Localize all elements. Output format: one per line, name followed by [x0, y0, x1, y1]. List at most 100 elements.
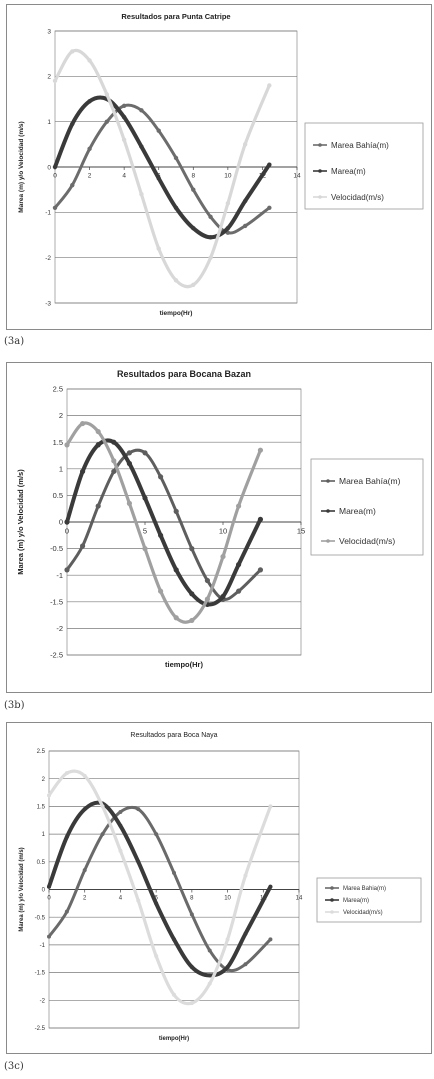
data-point	[82, 807, 87, 812]
data-point	[189, 591, 195, 597]
data-point	[220, 593, 226, 600]
data-point	[118, 809, 123, 814]
data-point	[225, 201, 231, 206]
y-tick-label: 1.5	[37, 805, 46, 811]
data-point	[95, 503, 101, 509]
x-tick-label: 14	[293, 173, 301, 180]
data-point	[207, 948, 212, 953]
data-point	[267, 162, 272, 167]
data-point	[172, 992, 176, 997]
data-point	[173, 567, 179, 573]
data-point	[139, 144, 144, 149]
chart-panel-3b: 2.5 2 1.5 1 0.5 0 -0.5 -1 -1.5 -2 -2.5 0 5 10 15 Result…	[6, 362, 432, 693]
data-point	[87, 146, 92, 152]
data-point	[142, 495, 148, 501]
x-tick-label: 5	[143, 527, 147, 536]
chart-title: Resultados para Boca Naya	[130, 732, 217, 739]
data-point	[47, 934, 51, 939]
data-point	[52, 205, 58, 210]
data-point	[100, 804, 105, 809]
y-axis-label: Marea (m) y/o Velocidad (m/s)	[18, 121, 25, 212]
y-tick-label: -1	[40, 943, 46, 949]
data-point	[52, 78, 58, 84]
data-point	[111, 468, 117, 475]
series-2	[47, 800, 273, 978]
data-point	[87, 58, 92, 63]
series-3	[64, 420, 264, 624]
data-point	[111, 458, 117, 464]
y-axis-label: Marea (m) y/o Velocidad (m/s)	[16, 469, 25, 575]
data-point	[242, 223, 248, 229]
y-tick-label: 2	[47, 74, 51, 81]
data-point	[64, 442, 70, 448]
data-point	[104, 119, 110, 124]
data-point	[191, 226, 196, 231]
data-point	[267, 205, 272, 210]
data-point	[111, 439, 117, 445]
data-point	[204, 577, 210, 584]
data-point	[95, 428, 101, 435]
data-point	[268, 884, 273, 889]
caption-3a: (3a)	[4, 336, 25, 347]
y-tick-label: -2	[40, 998, 46, 1004]
y-tick-label: -2.5	[50, 651, 63, 660]
chart-title: Resultados para Bocana Bazan	[117, 369, 251, 379]
legend-marker	[330, 898, 334, 902]
data-point	[158, 532, 164, 538]
data-point	[189, 912, 194, 917]
data-point	[268, 804, 273, 809]
series-3	[47, 769, 273, 1006]
y-tick-label: 0	[47, 164, 51, 171]
legend-box	[304, 122, 424, 210]
x-tick-label: 2	[88, 173, 92, 180]
data-point	[82, 868, 87, 873]
x-tick-label: 10	[224, 173, 232, 180]
data-point	[257, 447, 264, 453]
data-point	[154, 832, 159, 837]
data-point	[64, 771, 69, 776]
data-point	[191, 282, 196, 288]
data-point	[82, 773, 87, 778]
data-point	[136, 807, 141, 812]
y-tick-label: -3	[45, 300, 51, 307]
data-point	[142, 546, 148, 552]
data-point	[207, 981, 212, 986]
chart-panel-3c: 2.5 2 1.5 1 0.5 0 -0.5 -1 -1.5 -2 -2.5 0 2 4 6 8 10 12 14 R…	[6, 722, 432, 1054]
y-tick-label: -2.5	[35, 1026, 46, 1032]
data-point	[121, 114, 127, 120]
data-point	[70, 121, 75, 127]
data-point	[173, 615, 179, 621]
y-tick-label: 0	[42, 888, 46, 894]
legend-marker	[326, 509, 330, 513]
y-tick-label: 0	[59, 518, 63, 527]
series-1	[52, 103, 272, 235]
data-point	[173, 278, 179, 283]
data-point	[243, 962, 248, 967]
data-point	[204, 596, 210, 602]
data-point	[70, 49, 75, 54]
y-tick-label: 1.5	[53, 438, 63, 447]
data-point	[64, 519, 70, 525]
data-point	[208, 235, 213, 240]
x-axis-label: tiempo(Hr)	[160, 310, 193, 317]
y-tick-label: 1	[47, 119, 51, 126]
data-point	[207, 973, 212, 978]
data-point	[189, 965, 194, 970]
x-tick-label: 10	[224, 896, 231, 902]
data-point	[172, 870, 176, 875]
data-point	[126, 450, 132, 456]
data-point	[154, 953, 159, 958]
legend-label: Marea(m)	[343, 898, 369, 904]
data-point	[242, 142, 248, 147]
data-point	[95, 442, 101, 448]
data-point	[121, 103, 127, 109]
data-point	[136, 859, 141, 864]
caption-3b: (3b)	[4, 700, 25, 711]
data-point	[267, 83, 272, 88]
legend-label: Velocidad(m/s)	[343, 910, 383, 916]
data-point	[80, 468, 86, 475]
legend-label: Velocidad(m/s)	[331, 193, 384, 202]
y-tick-label: 0.5	[37, 860, 46, 866]
data-point	[225, 937, 230, 942]
y-tick-label: -2	[45, 255, 51, 262]
